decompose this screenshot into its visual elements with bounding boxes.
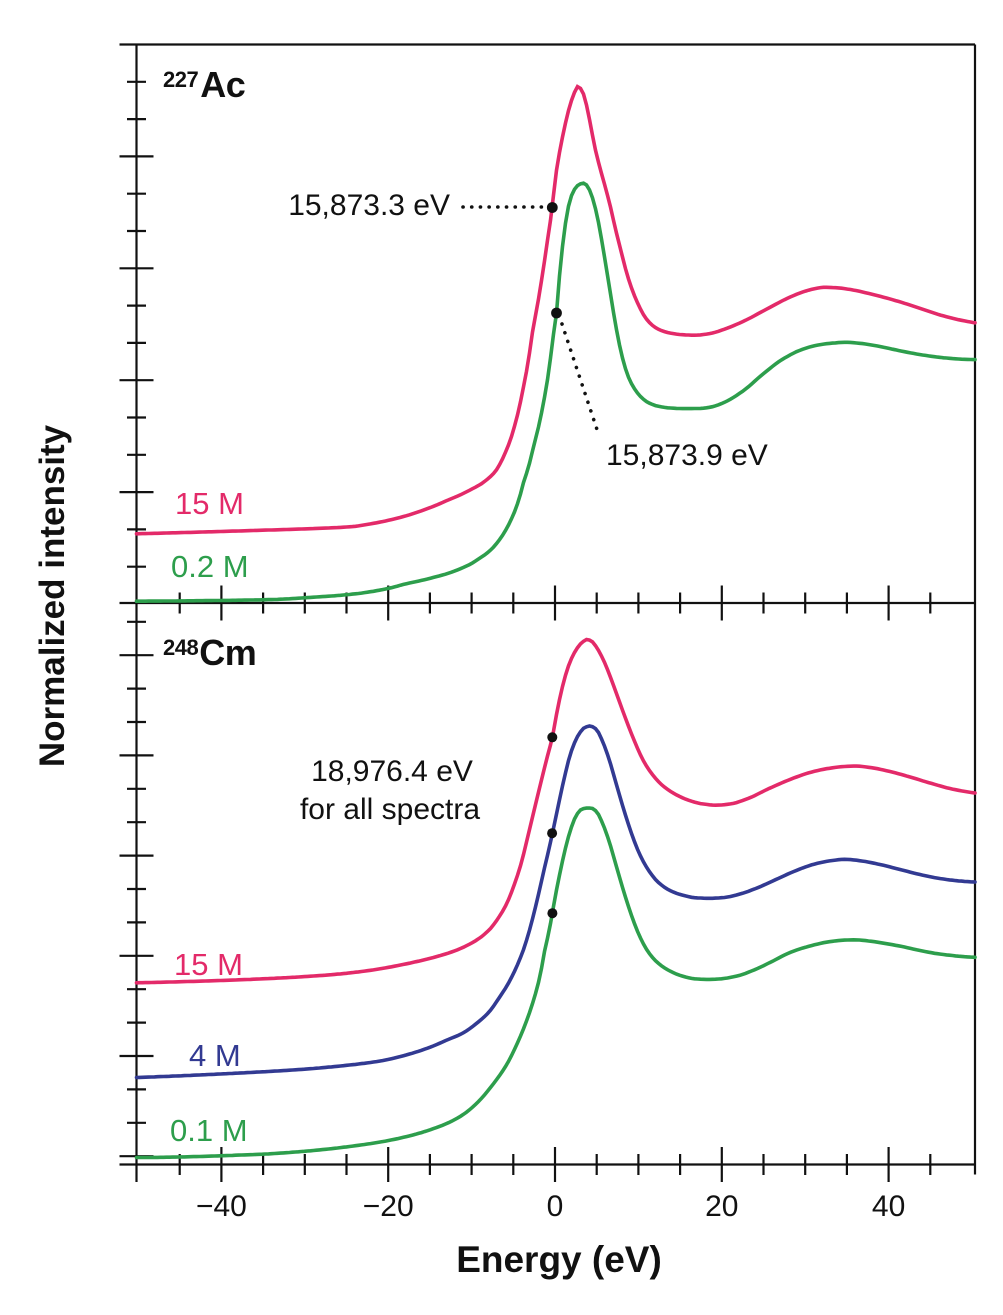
svg-text:15 M: 15 M [174,947,243,982]
svg-text:−20: −20 [363,1190,414,1223]
svg-text:20: 20 [705,1190,738,1223]
svg-text:Normalized intensity: Normalized intensity [33,424,72,767]
svg-text:18,976.4 eV: 18,976.4 eV [311,755,473,788]
svg-text:15,873.9 eV: 15,873.9 eV [606,439,768,472]
svg-text:15,873.3 eV: 15,873.3 eV [288,189,450,222]
svg-text:0.1 M: 0.1 M [170,1113,248,1148]
svg-text:227Ac: 227Ac [163,64,245,105]
svg-text:15 M: 15 M [175,486,244,521]
svg-text:−40: −40 [196,1190,247,1223]
svg-text:4 M: 4 M [189,1038,241,1073]
svg-text:0: 0 [547,1190,564,1223]
svg-text:40: 40 [872,1190,905,1223]
svg-text:Energy (eV): Energy (eV) [456,1239,662,1280]
svg-text:for all spectra: for all spectra [300,793,480,826]
svg-text:248Cm: 248Cm [163,632,256,673]
svg-text:0.2 M: 0.2 M [171,549,249,584]
